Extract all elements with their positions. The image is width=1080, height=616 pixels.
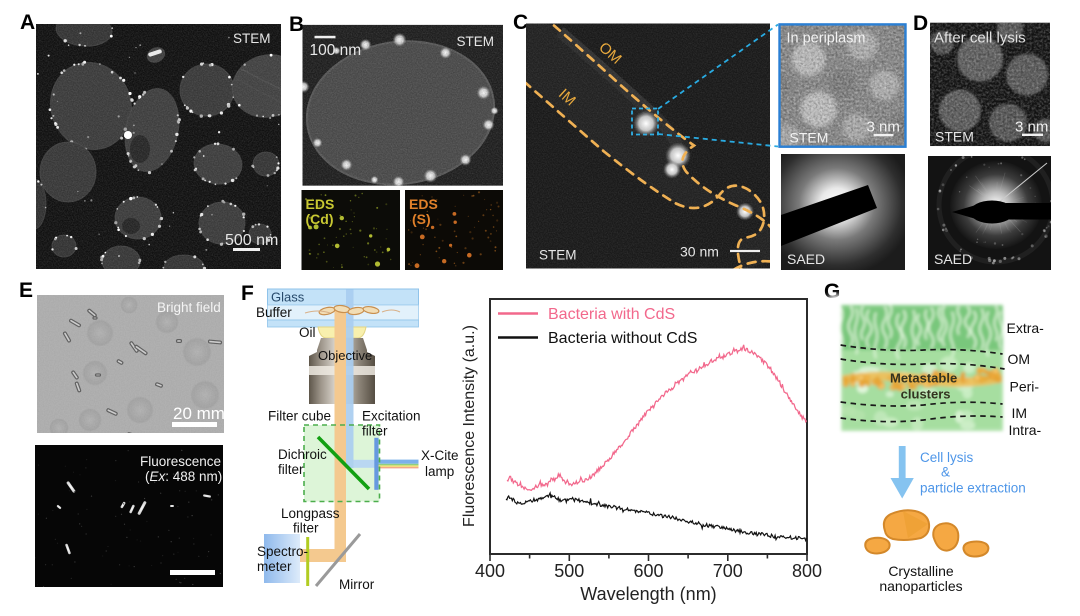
svg-text:X-Cite: X-Cite — [421, 448, 459, 463]
svg-text:Crystalline: Crystalline — [888, 563, 954, 579]
svg-text:(Ex: 488 nm): (Ex: 488 nm) — [145, 469, 222, 484]
svg-text:nanoparticles: nanoparticles — [879, 578, 962, 594]
svg-text:30 nm: 30 nm — [680, 244, 719, 260]
svg-text:Fluorescence: Fluorescence — [140, 454, 221, 469]
svg-text:Buffer: Buffer — [256, 305, 292, 320]
svg-text:STEM: STEM — [233, 31, 271, 46]
svg-text:Oil: Oil — [299, 325, 316, 340]
svg-text:20 mm: 20 mm — [173, 404, 225, 423]
svg-text:STEM: STEM — [457, 34, 495, 49]
svg-text:Cell lysis: Cell lysis — [920, 450, 974, 465]
svg-text:600: 600 — [633, 561, 663, 581]
svg-text:Wavelength (nm): Wavelength (nm) — [580, 584, 716, 604]
svg-text:EDS: EDS — [409, 196, 438, 212]
svg-text:3 nm: 3 nm — [867, 118, 900, 135]
svg-text:filter: filter — [293, 521, 319, 536]
svg-text:STEM: STEM — [935, 129, 974, 145]
svg-text:Glass: Glass — [271, 290, 305, 305]
svg-text:Objective: Objective — [318, 348, 372, 363]
svg-text:400: 400 — [475, 561, 505, 581]
svg-text:IM: IM — [1012, 405, 1028, 421]
svg-text:In periplasm: In periplasm — [787, 30, 866, 46]
svg-text:Fluorescence Intensity (a.u.): Fluorescence Intensity (a.u.) — [461, 325, 478, 527]
svg-text:After cell lysis: After cell lysis — [934, 30, 1026, 47]
svg-text:Spectro-: Spectro- — [257, 544, 308, 559]
svg-text:STEM: STEM — [790, 129, 829, 145]
svg-text:700: 700 — [713, 561, 743, 581]
svg-text:500 nm: 500 nm — [225, 232, 278, 249]
svg-text:(S): (S) — [412, 211, 431, 227]
svg-text:clusters: clusters — [901, 387, 951, 402]
svg-text:STEM: STEM — [539, 248, 577, 263]
svg-text:&: & — [941, 465, 950, 480]
svg-text:OM: OM — [1008, 351, 1031, 367]
svg-text:meter: meter — [257, 559, 292, 574]
svg-text:filter: filter — [278, 462, 304, 477]
svg-text:Peri-: Peri- — [1010, 379, 1040, 395]
svg-text:Dichroic: Dichroic — [278, 447, 327, 462]
svg-text:800: 800 — [792, 561, 822, 581]
svg-text:(Cd): (Cd) — [306, 211, 334, 227]
svg-text:lamp: lamp — [425, 464, 454, 479]
svg-text:EDS: EDS — [306, 196, 335, 212]
svg-text:500: 500 — [554, 561, 584, 581]
svg-text:Excitation: Excitation — [362, 409, 421, 424]
svg-text:filter: filter — [362, 424, 388, 439]
svg-text:particle extraction: particle extraction — [920, 481, 1026, 496]
svg-text:Filter cube: Filter cube — [268, 409, 331, 424]
svg-text:Extra-: Extra- — [1007, 320, 1045, 336]
svg-text:Bacteria without CdS: Bacteria without CdS — [548, 330, 697, 347]
svg-text:Bright field: Bright field — [157, 300, 221, 315]
svg-text:Bacteria with CdS: Bacteria with CdS — [548, 306, 675, 323]
svg-text:Intra-: Intra- — [1009, 422, 1042, 438]
svg-text:Metastable: Metastable — [890, 371, 957, 386]
svg-text:Mirror: Mirror — [339, 577, 375, 592]
svg-text:3 nm: 3 nm — [1015, 119, 1048, 136]
svg-text:100 nm: 100 nm — [310, 42, 362, 59]
svg-text:Longpass: Longpass — [281, 506, 340, 521]
svg-text:SAED: SAED — [787, 251, 825, 267]
svg-text:SAED: SAED — [934, 251, 972, 267]
